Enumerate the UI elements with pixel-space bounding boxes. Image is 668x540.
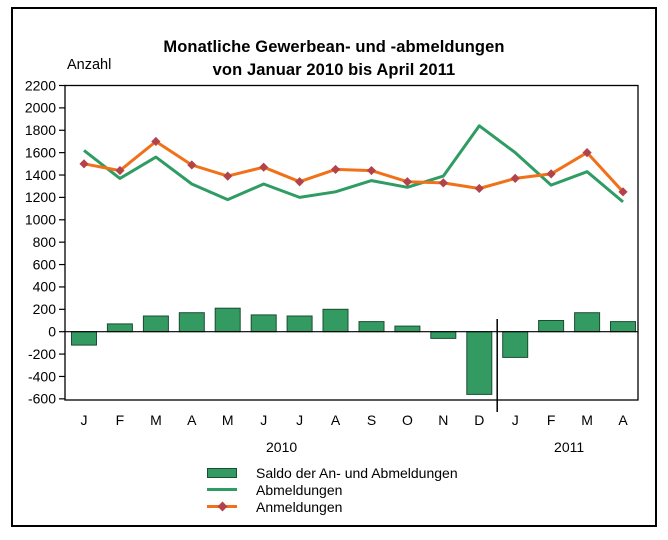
chart-title: Monatliche Gewerbean- und -abmeldungen v… xyxy=(0,36,668,81)
x-tick-label: O xyxy=(402,412,413,428)
y-tick-label: -200 xyxy=(28,346,56,362)
y-tick-label: 2000 xyxy=(25,100,56,116)
x-tick-label: S xyxy=(367,412,376,428)
y-tick-label: 1200 xyxy=(25,189,56,205)
anmeldungen-marker xyxy=(474,183,484,194)
y-axis-title: Anzahl xyxy=(67,57,112,73)
x-tick-label: M xyxy=(150,412,162,428)
saldo-bar-swatch-icon xyxy=(207,467,237,478)
saldo-bar xyxy=(358,321,385,333)
anmeldungen-marker xyxy=(618,187,628,197)
legend-label-anmeldungen: Anmeldungen xyxy=(256,498,343,515)
x-tick-label: A xyxy=(618,412,628,428)
legend-label-saldo: Saldo der An- und Abmeldungen xyxy=(256,464,458,481)
chart-title-line2: von Januar 2010 bis April 2011 xyxy=(212,60,456,79)
saldo-bar xyxy=(106,323,133,333)
year-label: 2010 xyxy=(266,439,297,455)
saldo-bar xyxy=(538,320,565,333)
anmeldungen-marker xyxy=(366,165,377,176)
saldo-bar xyxy=(430,331,457,339)
x-tick-label: N xyxy=(438,412,448,428)
y-tick-label: 1400 xyxy=(25,167,56,183)
chart-title-line1: Monatliche Gewerbean- und -abmeldungen xyxy=(163,38,505,56)
x-tick-label: J xyxy=(512,412,519,428)
y-tick-label: 200 xyxy=(33,301,57,317)
x-tick-label: F xyxy=(116,412,125,428)
anmeldungen-marker xyxy=(582,148,592,158)
x-tick-label: F xyxy=(547,412,556,428)
anmeldungen-marker xyxy=(115,165,125,176)
anmeldungen-marker xyxy=(259,162,269,172)
x-tick-label: A xyxy=(187,412,197,428)
x-tick-label: D xyxy=(474,412,484,428)
anmeldungen-line xyxy=(83,140,625,193)
x-tick-label: J xyxy=(260,412,267,428)
anmeldungen-marker xyxy=(546,169,556,179)
y-tick-label: 400 xyxy=(33,279,57,295)
legend-label-abmeldungen: Abmeldungen xyxy=(256,481,343,498)
saldo-bar xyxy=(502,331,529,358)
y-tick-label: 1800 xyxy=(25,122,56,138)
anmeldungen-marker xyxy=(402,177,412,187)
saldo-bar xyxy=(214,307,241,333)
x-tick-label: A xyxy=(331,412,341,428)
anmeldungen-line-swatch-icon xyxy=(207,501,237,512)
y-tick-label: 2200 xyxy=(25,77,56,93)
saldo-bar xyxy=(466,331,493,395)
saldo-bar xyxy=(178,312,205,333)
y-tick-label: -400 xyxy=(28,368,56,384)
saldo-bar xyxy=(322,308,349,333)
anmeldungen-marker xyxy=(223,171,233,181)
y-tick-label: 0 xyxy=(48,324,56,340)
legend-row-abmeldungen: Abmeldungen xyxy=(207,481,458,498)
anmeldungen-diamond-marker-icon xyxy=(217,501,227,512)
x-tick-label: M xyxy=(581,412,593,428)
y-tick-label: 800 xyxy=(33,234,57,250)
legend-row-anmeldungen: Anmeldungen xyxy=(207,498,458,515)
year-label: 2011 xyxy=(554,439,584,455)
x-tick-label: M xyxy=(222,412,234,428)
anmeldungen-marker xyxy=(510,173,520,183)
saldo-bar xyxy=(610,321,636,333)
anmeldungen-marker xyxy=(330,164,341,175)
y-tick-label: -600 xyxy=(28,391,56,407)
saldo-bar xyxy=(71,331,97,346)
x-tick-label: J xyxy=(296,412,303,428)
x-tick-label: J xyxy=(81,412,88,428)
y-tick-label: 1000 xyxy=(25,212,56,228)
y-tick-label: 1600 xyxy=(25,144,56,160)
abmeldungen-line xyxy=(83,124,624,204)
anmeldungen-marker xyxy=(151,136,161,147)
legend-row-saldo: Saldo der An- und Abmeldungen xyxy=(207,464,458,481)
legend: Saldo der An- und Abmeldungen Abmeldunge… xyxy=(207,464,458,516)
figure-border xyxy=(11,7,657,527)
anmeldungen-marker xyxy=(79,159,89,169)
plot-frame xyxy=(64,84,639,401)
saldo-bar xyxy=(250,314,277,333)
anmeldungen-marker xyxy=(294,177,305,187)
saldo-bar xyxy=(394,325,421,333)
saldo-bar xyxy=(286,315,313,333)
y-tick-label: 600 xyxy=(33,256,57,272)
anmeldungen-marker xyxy=(438,178,448,188)
anmeldungen-marker xyxy=(187,160,197,170)
saldo-bar xyxy=(142,315,169,333)
abmeldungen-line-swatch-icon xyxy=(207,488,237,492)
saldo-bar xyxy=(574,312,601,333)
